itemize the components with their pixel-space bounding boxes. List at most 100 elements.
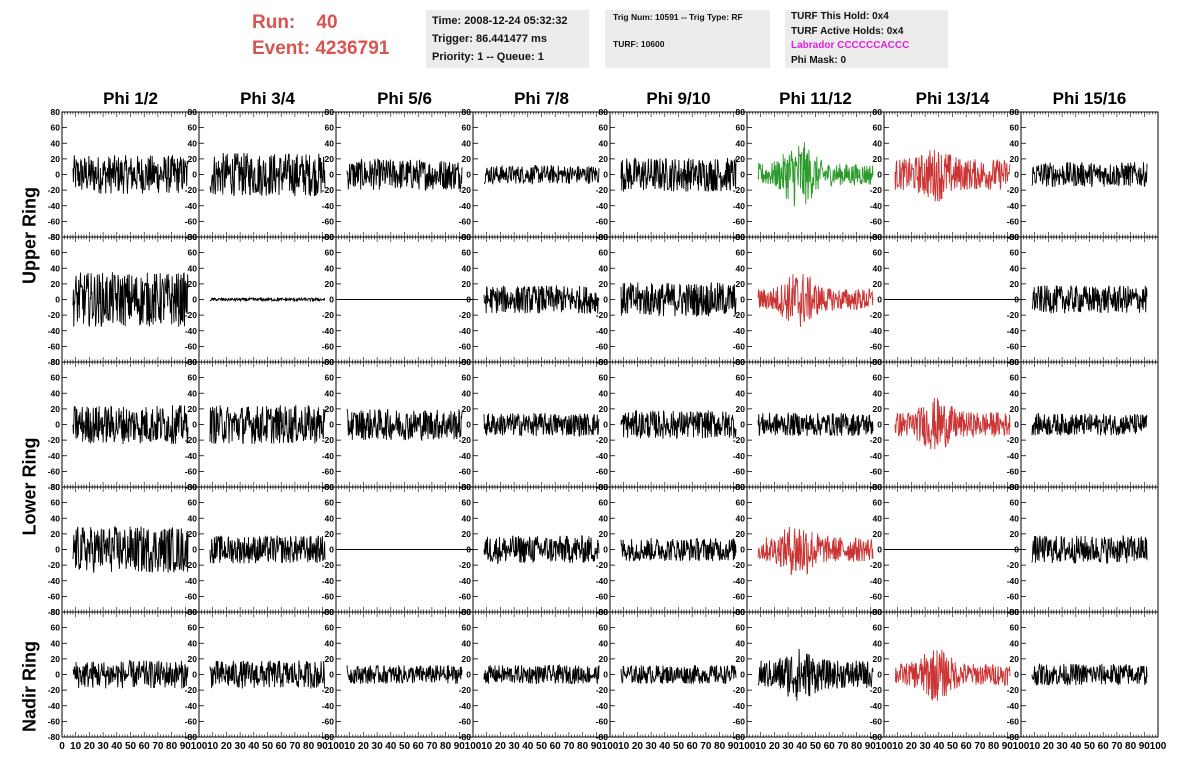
- waveform-trace: [72, 659, 189, 689]
- y-tick-label: 80: [1010, 357, 1020, 367]
- y-tick-label: 40: [325, 638, 335, 648]
- waveform-trace: [757, 273, 874, 328]
- x-tick-label: 0: [59, 741, 65, 752]
- y-tick-label: 0: [192, 670, 197, 680]
- y-tick-label: -40: [596, 576, 609, 586]
- waveform-trace: [757, 526, 874, 576]
- waveform-trace: [620, 537, 737, 562]
- y-tick-label: -20: [459, 435, 472, 445]
- time-text: Time: 2008-12-24 05:32:32: [432, 15, 568, 27]
- x-tick-label: 80: [1125, 741, 1137, 752]
- y-tick-label: 20: [599, 279, 609, 289]
- y-tick-label: 60: [325, 623, 335, 633]
- x-tick-label: 30: [509, 741, 521, 752]
- y-tick-label: 20: [873, 279, 883, 289]
- x-tick-label: 50: [536, 741, 548, 752]
- y-tick-label: 20: [736, 154, 746, 164]
- y-tick-label: 20: [462, 654, 472, 664]
- y-tick-label: 0: [740, 420, 745, 430]
- waveform-trace: [757, 648, 874, 701]
- y-tick-label: -40: [185, 576, 198, 586]
- y-tick-label: -40: [322, 326, 335, 336]
- y-tick-label: -40: [1007, 451, 1020, 461]
- y-tick-label: 20: [462, 279, 472, 289]
- y-tick-label: 40: [325, 513, 335, 523]
- y-tick-label: 0: [192, 420, 197, 430]
- x-tick-label: 80: [166, 741, 178, 752]
- x-tick-label: 100: [739, 741, 756, 752]
- time-info-box: Time: 2008-12-24 05:32:32 Trigger: 86.44…: [426, 10, 589, 68]
- y-tick-label: 60: [188, 248, 198, 258]
- x-tick-label: 40: [111, 741, 123, 752]
- y-tick-label: 40: [873, 638, 883, 648]
- waveform-trace: [346, 408, 463, 442]
- y-tick-label: 40: [51, 388, 61, 398]
- y-tick-label: -60: [322, 716, 335, 726]
- y-tick-label: 60: [736, 498, 746, 508]
- y-tick-label: -40: [459, 701, 472, 711]
- y-tick-label: 20: [51, 654, 61, 664]
- y-tick-label: 80: [736, 607, 746, 617]
- y-tick-label: 40: [736, 513, 746, 523]
- y-tick-label: -60: [1007, 341, 1020, 351]
- y-tick-label: 20: [599, 154, 609, 164]
- y-tick-label: -60: [596, 216, 609, 226]
- y-tick-label: -20: [322, 685, 335, 695]
- y-tick-label: 60: [325, 373, 335, 383]
- y-tick-label: -80: [459, 732, 472, 742]
- x-tick-label: 100: [1013, 741, 1030, 752]
- column-header-8: Phi 15/16: [1053, 89, 1127, 108]
- y-tick-label: -80: [870, 732, 883, 742]
- x-tick-label: 80: [988, 741, 1000, 752]
- y-tick-label: 80: [736, 107, 746, 117]
- y-tick-label: 80: [873, 107, 883, 117]
- y-tick-label: 80: [462, 357, 472, 367]
- y-tick-label: 40: [462, 138, 472, 148]
- y-tick-label: -20: [48, 685, 61, 695]
- x-tick-label: 60: [961, 741, 973, 752]
- y-tick-label: 60: [462, 123, 472, 133]
- y-tick-label: -60: [596, 591, 609, 601]
- waveform-trace: [1031, 162, 1148, 188]
- y-tick-label: -40: [870, 701, 883, 711]
- y-tick-label: 0: [603, 670, 608, 680]
- y-tick-label: 40: [599, 638, 609, 648]
- waveform-trace: [757, 412, 874, 437]
- priority-text: Priority: 1 -- Queue: 1: [432, 51, 544, 63]
- y-tick-label: -40: [733, 576, 746, 586]
- y-tick-label: 60: [873, 623, 883, 633]
- waveform-trace: [894, 649, 1011, 701]
- y-tick-label: 20: [1010, 404, 1020, 414]
- turf-this-hold-text: TURF This Hold: 0x4: [791, 11, 889, 22]
- x-tick-label: 40: [659, 741, 671, 752]
- y-tick-label: -60: [733, 591, 746, 601]
- y-tick-label: 60: [1010, 123, 1020, 133]
- y-tick-label: 40: [325, 138, 335, 148]
- y-tick-label: -20: [596, 685, 609, 695]
- y-tick-label: -20: [185, 685, 198, 695]
- x-tick-label: 30: [646, 741, 658, 752]
- waveform-trace: [209, 296, 326, 303]
- y-tick-label: 0: [1014, 170, 1019, 180]
- y-tick-label: 40: [736, 138, 746, 148]
- waveform-trace: [620, 156, 737, 193]
- x-tick-label: 30: [920, 741, 932, 752]
- x-tick-label: 60: [550, 741, 562, 752]
- x-tick-label: 20: [1043, 741, 1055, 752]
- y-tick-label: -40: [870, 326, 883, 336]
- y-tick-label: 40: [462, 388, 472, 398]
- y-tick-label: 60: [873, 373, 883, 383]
- y-tick-label: 80: [873, 482, 883, 492]
- y-tick-label: 40: [188, 638, 198, 648]
- y-tick-label: -20: [733, 560, 746, 570]
- x-tick-label: 40: [796, 741, 808, 752]
- y-tick-label: 40: [51, 513, 61, 523]
- y-tick-label: 60: [462, 248, 472, 258]
- y-tick-label: -60: [596, 341, 609, 351]
- y-tick-label: 40: [188, 388, 198, 398]
- y-tick-label: -20: [48, 435, 61, 445]
- y-tick-label: -20: [870, 310, 883, 320]
- y-tick-label: 40: [1010, 263, 1020, 273]
- y-tick-label: 0: [55, 420, 60, 430]
- waveform-trace: [1031, 412, 1148, 436]
